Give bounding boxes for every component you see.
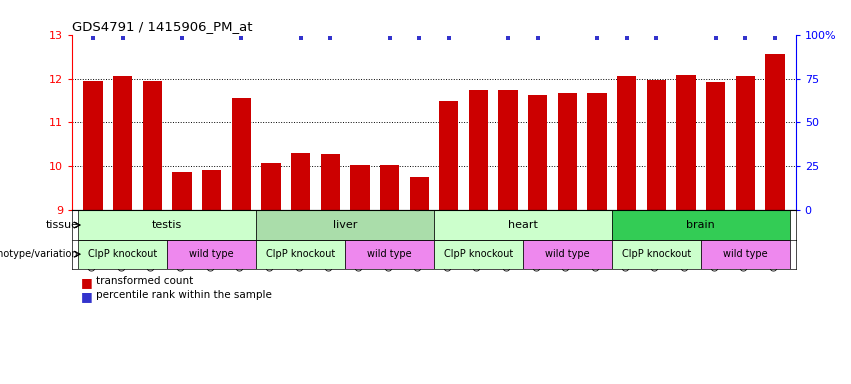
Text: ClpP knockout: ClpP knockout <box>266 249 335 259</box>
Text: ■: ■ <box>81 276 93 290</box>
Bar <box>647 80 666 210</box>
Bar <box>113 76 133 210</box>
Bar <box>439 101 459 210</box>
Bar <box>83 81 103 210</box>
Bar <box>765 55 785 210</box>
Bar <box>528 95 547 210</box>
Bar <box>231 98 251 210</box>
Bar <box>345 240 434 269</box>
Text: wild type: wild type <box>190 249 234 259</box>
Bar <box>701 240 790 269</box>
Bar <box>617 76 637 210</box>
Text: ClpP knockout: ClpP knockout <box>89 249 157 259</box>
Text: heart: heart <box>508 220 538 230</box>
Bar <box>587 93 607 210</box>
Text: ClpP knockout: ClpP knockout <box>622 249 691 259</box>
Text: testis: testis <box>152 220 182 230</box>
Bar <box>261 163 281 210</box>
Text: GDS4791 / 1415906_PM_at: GDS4791 / 1415906_PM_at <box>72 20 253 33</box>
Bar <box>706 82 725 210</box>
Bar <box>499 90 517 210</box>
Text: percentile rank within the sample: percentile rank within the sample <box>96 290 272 300</box>
Bar <box>351 165 369 210</box>
Bar <box>469 89 488 210</box>
Text: wild type: wild type <box>368 249 412 259</box>
Bar <box>735 76 755 210</box>
Bar <box>143 81 162 210</box>
Bar <box>557 93 577 210</box>
Bar <box>256 240 345 269</box>
Text: wild type: wild type <box>723 249 768 259</box>
Bar <box>434 210 612 240</box>
Text: brain: brain <box>687 220 715 230</box>
Bar <box>291 153 311 210</box>
Bar <box>321 154 340 210</box>
Bar <box>173 172 191 210</box>
Text: liver: liver <box>333 220 357 230</box>
Bar <box>167 240 256 269</box>
Bar <box>523 240 612 269</box>
Text: transformed count: transformed count <box>96 276 193 286</box>
Bar <box>677 75 695 210</box>
Text: genotype/variation: genotype/variation <box>0 249 78 259</box>
Bar <box>612 210 790 240</box>
Bar <box>612 240 701 269</box>
Bar <box>202 170 221 210</box>
Bar <box>78 210 256 240</box>
Bar <box>434 240 523 269</box>
Text: ■: ■ <box>81 290 93 303</box>
Bar <box>78 240 167 269</box>
Bar <box>380 165 399 210</box>
Text: tissue: tissue <box>45 220 78 230</box>
Bar <box>256 210 434 240</box>
Text: wild type: wild type <box>545 249 590 259</box>
Text: ClpP knockout: ClpP knockout <box>444 249 513 259</box>
Bar <box>409 177 429 210</box>
